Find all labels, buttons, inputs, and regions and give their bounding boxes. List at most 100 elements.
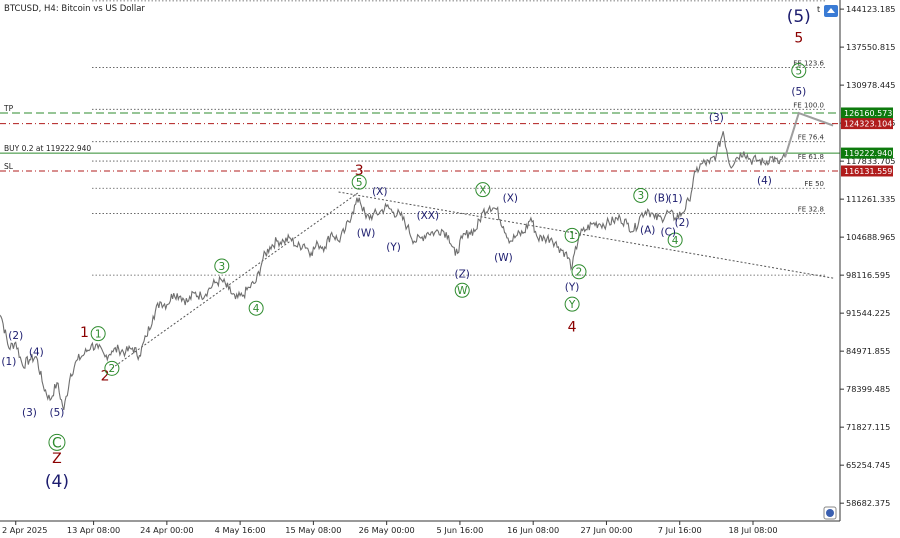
wave-label: X xyxy=(479,184,486,196)
chart-scroll-button-dot xyxy=(826,509,834,517)
wave-label-circle xyxy=(214,258,230,274)
wave-label: (1) xyxy=(668,193,683,205)
trade-level-label: BUY 0.2 at 119222.940 xyxy=(4,144,91,153)
y-tick-label: 117833.705 xyxy=(846,156,896,166)
x-tick-label: 4 May 16:00 xyxy=(215,525,266,535)
wave-label-circle xyxy=(564,227,580,243)
fib-level-label: FE 161.8 xyxy=(793,0,824,1)
wave-label: W xyxy=(457,285,468,297)
price-series-line xyxy=(0,131,786,411)
wave-label: 2 xyxy=(101,368,110,384)
wave-label: (5) xyxy=(787,7,811,27)
wave-label: 1 xyxy=(569,230,576,242)
wave-label: 2 xyxy=(576,267,583,279)
fib-level-label: FE 100.0 xyxy=(793,101,824,109)
fib-level-label: FE 76.4 xyxy=(798,134,825,142)
chart-title: BTCUSD, H4: Bitcoin vs US Dollar xyxy=(4,4,145,14)
x-tick-label: 26 May 00:00 xyxy=(359,525,415,535)
x-tick-label: 7 Jul 16:00 xyxy=(658,525,702,535)
wave-label-circle xyxy=(90,326,106,342)
wave-label: (W) xyxy=(494,252,513,264)
chart-settings-icon-glyph xyxy=(827,8,835,13)
wave-label: (X) xyxy=(372,186,387,198)
wave-label: (W) xyxy=(357,227,376,239)
x-tick-label: 27 Jun 00:00 xyxy=(580,525,632,535)
wave-label-circle xyxy=(667,232,683,248)
y-tick-label: 65254.745 xyxy=(846,460,890,470)
y-tick-label: 130978.445 xyxy=(846,80,896,90)
x-tick-label: 24 Apr 00:00 xyxy=(140,525,193,535)
wave-label: (4) xyxy=(45,472,69,492)
x-tick-label: 18 Jul 08:00 xyxy=(728,525,777,535)
x-tick-label: 5 Jun 16:00 xyxy=(437,525,484,535)
x-tick-label: 2 Apr 2025 xyxy=(2,525,47,535)
y-tick-label: 104688.965 xyxy=(846,232,896,242)
wave-label: 5 xyxy=(356,177,363,189)
wave-label: 3 xyxy=(637,190,644,202)
wave-label: 4 xyxy=(672,235,679,247)
corner-marker: t xyxy=(817,5,820,14)
wave-label: (4) xyxy=(29,346,44,358)
x-tick-label: 15 May 08:00 xyxy=(285,525,341,535)
wave-label: (C) xyxy=(661,227,677,239)
fib-level-label: FE 32.8 xyxy=(798,206,824,214)
wave-label: Y xyxy=(568,299,576,311)
price-tag-label: 124323.104 xyxy=(844,120,892,129)
chart-scroll-button[interactable] xyxy=(823,506,837,520)
y-tick-label: 58682.375 xyxy=(846,498,890,508)
wave-label: 3 xyxy=(218,261,225,273)
projection-path xyxy=(784,111,834,158)
wave-label: (Y) xyxy=(565,282,580,294)
y-tick-label: 137550.815 xyxy=(846,42,896,52)
wave-label: (4) xyxy=(757,175,772,187)
wave-label-circle xyxy=(48,433,66,451)
fib-level-label: FE 123.6 xyxy=(793,59,824,67)
wave-label-circle xyxy=(454,282,470,298)
wave-label: (3) xyxy=(709,112,724,124)
wave-label: 1 xyxy=(80,325,89,341)
price-tag-label: 116131.559 xyxy=(844,167,892,176)
wave-label-circle xyxy=(248,300,264,316)
wave-label-circle xyxy=(633,187,649,203)
wave-label: (Z) xyxy=(455,268,470,280)
wave-label: 4 xyxy=(253,303,260,315)
wave-label-circle xyxy=(564,296,580,312)
trade-level-label: TP xyxy=(3,104,14,113)
wave-label-circle xyxy=(104,360,120,376)
x-tick-label: 16 Jun 08:00 xyxy=(507,525,559,535)
channel-line xyxy=(111,191,360,369)
wave-label: (Y) xyxy=(386,242,401,254)
wave-label: (XX) xyxy=(417,210,440,222)
wave-label: (1) xyxy=(1,356,16,368)
wave-label: (5) xyxy=(791,86,806,98)
price-tag-label: 119222.940 xyxy=(844,149,892,158)
wave-label-circle xyxy=(475,182,491,198)
wave-label: (3) xyxy=(22,407,37,419)
wave-label: Z xyxy=(52,451,62,467)
y-tick-label: 78399.485 xyxy=(846,384,890,394)
wave-label: 2 xyxy=(109,363,116,375)
price-tag-box xyxy=(841,165,893,177)
wave-label-circle xyxy=(351,174,367,190)
wave-label-circle xyxy=(791,63,807,79)
y-tick-label: 84971.855 xyxy=(846,346,890,356)
wave-label: C xyxy=(52,435,62,451)
wave-label: (5) xyxy=(50,407,65,419)
wave-label: 4 xyxy=(568,320,577,336)
wave-label: 1 xyxy=(95,328,102,340)
wave-label: (B) xyxy=(654,193,669,205)
price-tag-box xyxy=(841,147,893,159)
wave-label: 3 xyxy=(355,163,364,179)
price-tag-label: 126160.573 xyxy=(844,109,892,118)
price-tag-box xyxy=(841,107,893,119)
wave-label: 5 xyxy=(795,65,802,77)
wave-label-circle xyxy=(571,264,587,280)
price-tag-box xyxy=(841,118,893,130)
y-tick-label: 71827.115 xyxy=(846,422,890,432)
chart-settings-icon[interactable] xyxy=(824,5,838,17)
wave-label: (A) xyxy=(640,224,655,236)
fib-level-label: FE 61.8 xyxy=(798,153,824,161)
x-tick-label: 13 Apr 08:00 xyxy=(67,525,120,535)
